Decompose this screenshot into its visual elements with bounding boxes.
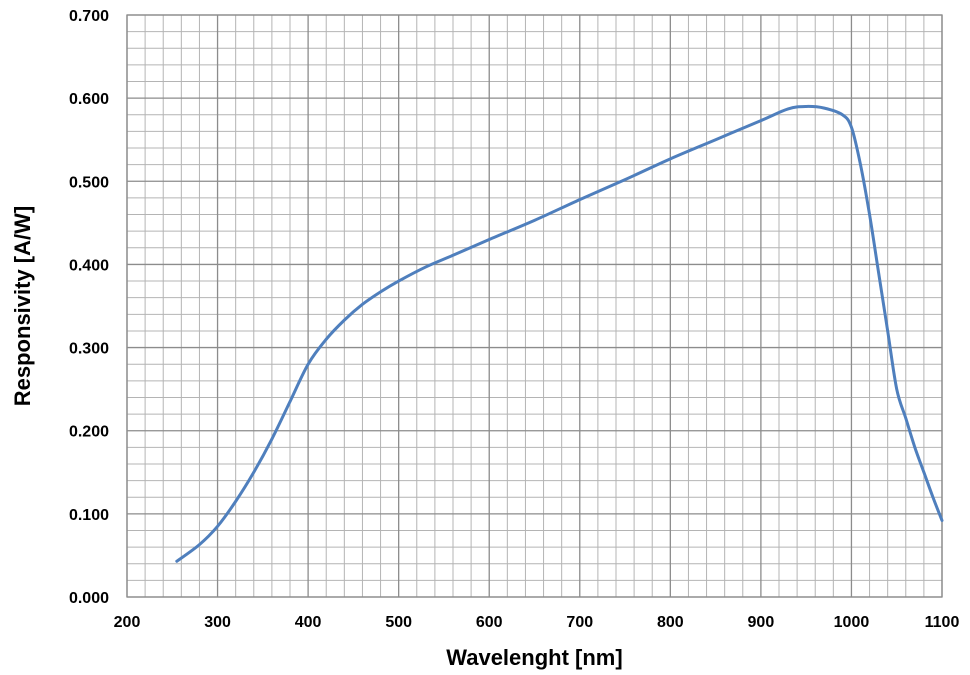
x-tick-label: 1000 bbox=[834, 614, 870, 631]
y-tick-label: 0.000 bbox=[69, 590, 109, 607]
y-tick-label: 0.600 bbox=[69, 91, 109, 108]
y-axis-title: Responsivity [A/W] bbox=[10, 206, 35, 406]
y-tick-label: 0.700 bbox=[69, 8, 109, 25]
y-tick-labels: 0.000 0.100 0.200 0.300 0.400 0.500 0.600 0.700 bbox=[69, 8, 109, 607]
x-tick-labels: 200 300 400 500 600 700 800 900 1000 1100 bbox=[114, 614, 960, 631]
x-axis-title: Wavelenght [nm] bbox=[446, 645, 622, 670]
x-tick-label: 600 bbox=[476, 614, 503, 631]
plot-frame bbox=[126, 14, 943, 598]
responsivity-series-line bbox=[175, 104, 944, 563]
x-tick-label: 1100 bbox=[925, 614, 960, 631]
y-tick-label: 0.500 bbox=[69, 174, 109, 191]
x-tick-label: 800 bbox=[657, 614, 684, 631]
x-tick-label: 700 bbox=[566, 614, 593, 631]
x-tick-label: 200 bbox=[114, 614, 141, 631]
x-tick-label: 300 bbox=[204, 614, 231, 631]
y-tick-label: 0.400 bbox=[69, 257, 109, 274]
y-tick-label: 0.300 bbox=[69, 341, 109, 358]
y-tick-label: 0.100 bbox=[69, 507, 109, 524]
x-tick-label: 400 bbox=[295, 614, 322, 631]
x-tick-label: 900 bbox=[748, 614, 775, 631]
minor-gridlines bbox=[127, 15, 942, 597]
series-group bbox=[175, 104, 944, 563]
major-gridlines bbox=[126, 14, 943, 598]
x-tick-label: 500 bbox=[385, 614, 412, 631]
y-tick-label: 0.200 bbox=[69, 424, 109, 441]
